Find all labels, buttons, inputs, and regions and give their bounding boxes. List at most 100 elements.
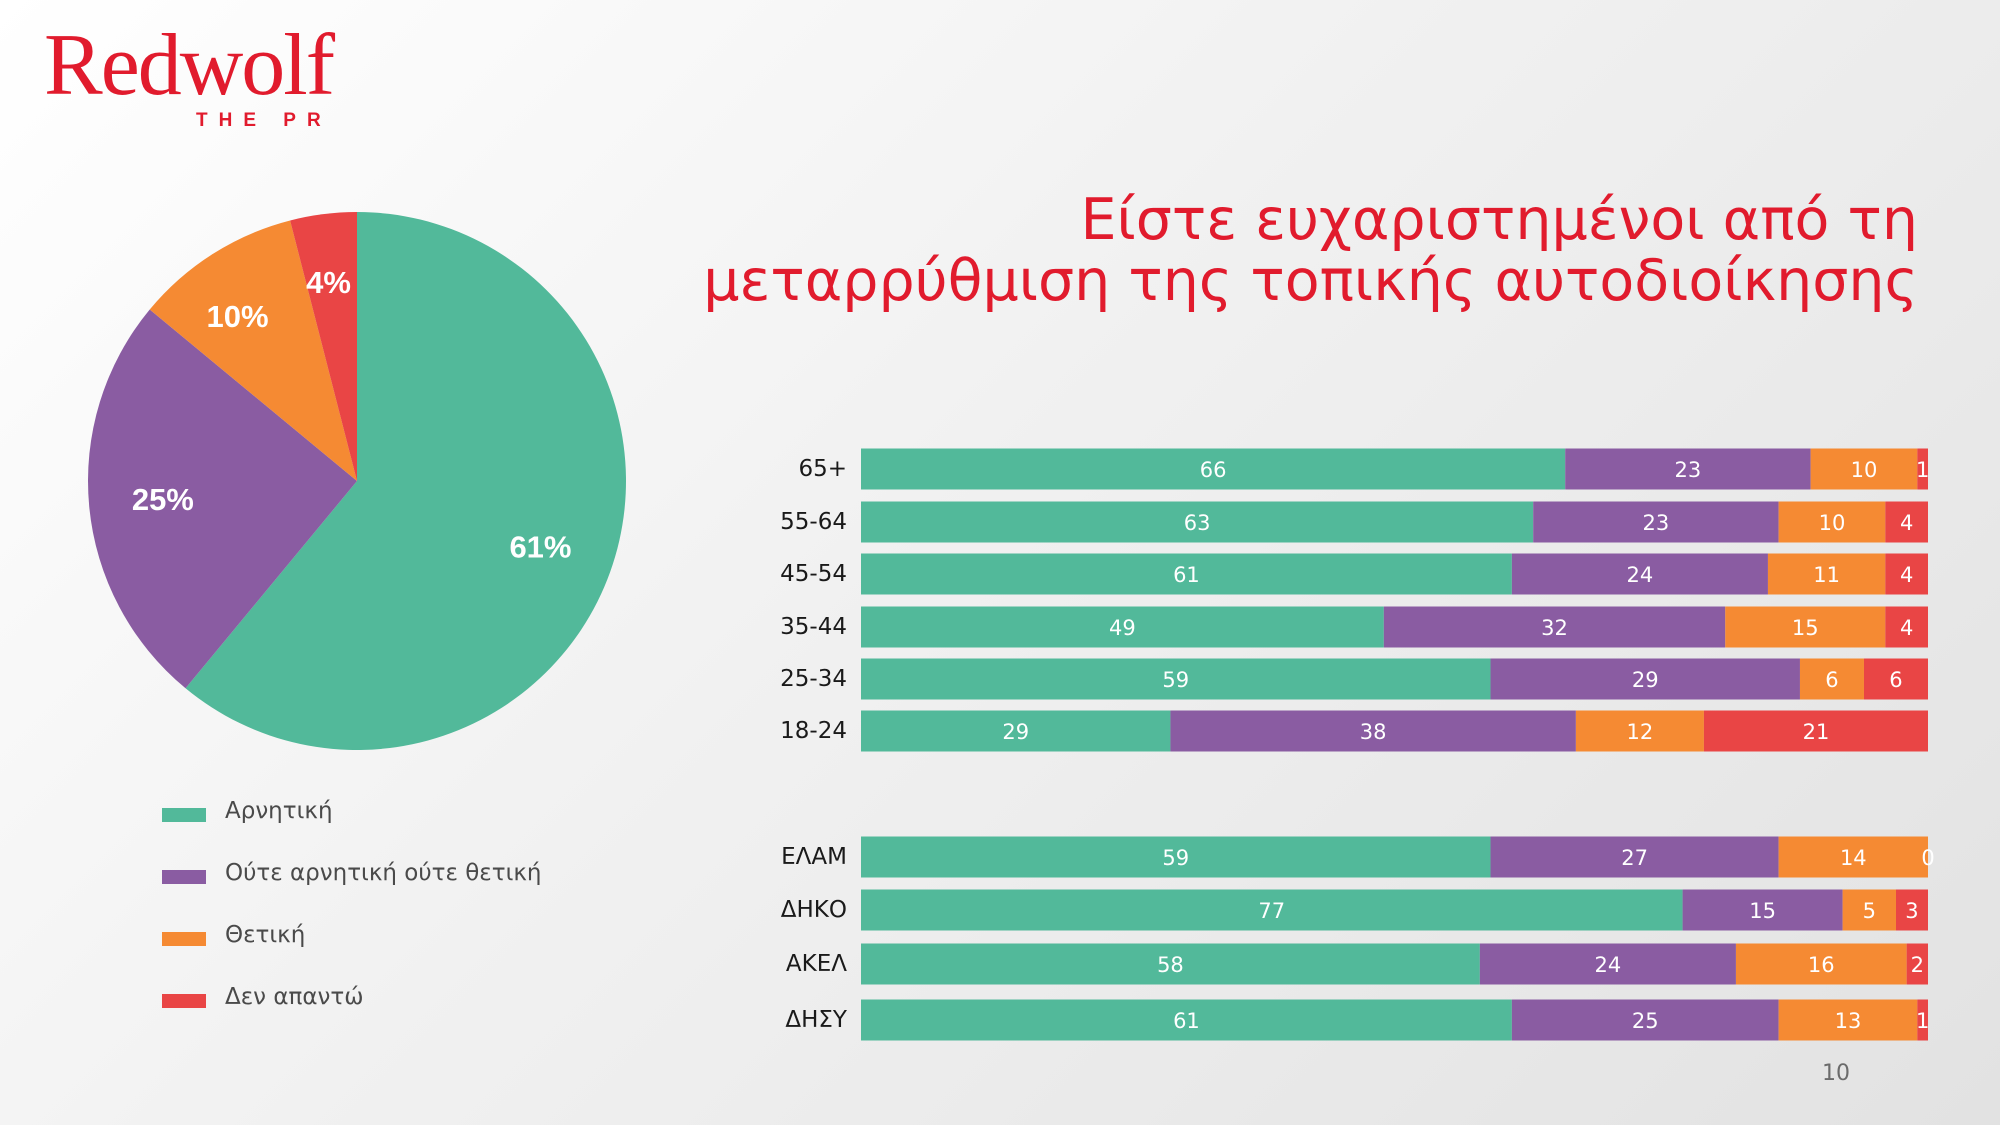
bar-value-label: 6: [1825, 668, 1838, 692]
bar-segment-no-answer: [1703, 710, 1928, 752]
bar-segment-positive: [1735, 943, 1907, 985]
party-label: ΔΗΚΟ: [781, 897, 847, 923]
bar-value-label: 61: [1173, 1009, 1200, 1033]
pie-slice-no-answer: [290, 212, 357, 481]
bar-segment-negative: [861, 710, 1171, 752]
bar-segment-no-answer: [1885, 553, 1928, 595]
legend-label: Θετική: [225, 922, 306, 948]
legend-label: Ούτε αρνητική ούτε θετική: [225, 860, 542, 886]
bar-segment-neutral: [1533, 501, 1779, 543]
bar-segment-negative: [861, 501, 1534, 543]
bar-value-label: 3: [1905, 899, 1918, 923]
bar-value-label: 5: [1863, 899, 1876, 923]
bar-value-label: 1: [1916, 1009, 1929, 1033]
bar-segment-no-answer: [1885, 501, 1928, 543]
bar-value-label: 32: [1541, 616, 1568, 640]
bar-value-label: 15: [1792, 616, 1819, 640]
pie-label-negative: 61%: [509, 530, 571, 565]
bar-value-label: 0: [1921, 846, 1934, 870]
bar-segment-negative: [861, 658, 1491, 700]
pie-label-no-answer: 4%: [306, 265, 351, 300]
bar-value-label: 6: [1889, 668, 1902, 692]
bar-segment-positive: [1575, 710, 1704, 752]
bar-value-label: 61: [1173, 563, 1200, 587]
logo: Redwolf THE PR: [44, 22, 344, 132]
bar-value-label: 14: [1840, 846, 1867, 870]
bar-segment-no-answer: [1917, 448, 1928, 490]
bar-value-label: 59: [1162, 668, 1189, 692]
legend-swatch-negative: [162, 808, 206, 822]
bar-value-label: 11: [1813, 563, 1840, 587]
bar-value-label: 59: [1162, 846, 1189, 870]
bar-segment-positive: [1778, 836, 1928, 878]
logo-tagline: THE PR: [196, 110, 332, 131]
bar-segment-positive: [1842, 889, 1896, 931]
bar-value-label: 27: [1621, 846, 1648, 870]
bar-value-label: 29: [1002, 720, 1029, 744]
legend-swatch-positive: [162, 932, 206, 946]
party-label: ΑΚΕΛ: [786, 951, 847, 977]
bar-value-label: 10: [1851, 458, 1878, 482]
bar-value-label: 21: [1803, 720, 1830, 744]
bar-segment-positive: [1725, 606, 1886, 648]
pie-chart: 61% 25% 10% 4%: [87, 212, 626, 750]
legend-swatch-neutral: [162, 870, 206, 884]
bar-segment-neutral: [1479, 943, 1736, 985]
bar-value-label: 23: [1643, 511, 1670, 535]
bar-value-label: 12: [1627, 720, 1654, 744]
pie-label-positive: 10%: [206, 299, 268, 334]
chart-title: Είστε ευχαριστημένοι από τη μεταρρύθμιση…: [618, 190, 1918, 312]
bar-value-label: 24: [1627, 563, 1654, 587]
age-group-label: 35-44: [780, 614, 847, 640]
bar-value-label: 4: [1900, 616, 1913, 640]
bar-segment-positive: [1767, 553, 1886, 595]
page-number: 10: [1822, 1061, 1850, 1086]
legend-label: Αρνητική: [225, 798, 333, 824]
bar-value-label: 63: [1184, 511, 1211, 535]
chart-title-line-1: Είστε ευχαριστημένοι από τη: [1080, 187, 1918, 253]
bar-value-label: 66: [1200, 458, 1227, 482]
bar-segment-neutral: [1511, 999, 1779, 1041]
bar-value-label: 38: [1360, 720, 1387, 744]
bar-segment-positive: [1810, 448, 1918, 490]
bar-segment-no-answer: [1906, 943, 1928, 985]
bar-segment-neutral: [1383, 606, 1726, 648]
party-label: ΔΗΣΥ: [785, 1007, 848, 1033]
bar-value-label: 1: [1916, 458, 1929, 482]
bar-segment-neutral: [1682, 889, 1843, 931]
bar-segment-negative: [861, 836, 1491, 878]
bar-segment-negative: [861, 448, 1566, 490]
bar-value-label: 25: [1632, 1009, 1659, 1033]
pie-label-neutral: 25%: [132, 482, 194, 517]
age-group-label: 55-64: [780, 509, 847, 535]
bar-segment-no-answer: [1895, 889, 1928, 931]
bar-value-label: 29: [1632, 668, 1659, 692]
bar-segment-negative: [861, 889, 1683, 931]
bar-segment-neutral: [1490, 658, 1800, 700]
bar-segment-neutral: [1565, 448, 1811, 490]
bar-segment-positive: [1778, 999, 1918, 1041]
bar-value-label: 2: [1911, 953, 1924, 977]
legend-swatch-no-answer: [162, 994, 206, 1008]
bar-segment-negative: [861, 606, 1384, 648]
bar-value-label: 10: [1819, 511, 1846, 535]
bar-segment-negative: [861, 943, 1480, 985]
bar-segment-no-answer: [1917, 999, 1928, 1041]
legend-label: Δεν απαντώ: [225, 984, 364, 1010]
bar-segment-neutral: [1511, 553, 1768, 595]
chart-title-line-2: μεταρρύθμιση της τοπικής αυτοδιοίκησης: [703, 248, 1918, 314]
bar-value-label: 77: [1258, 899, 1285, 923]
bar-segment-negative: [861, 553, 1512, 595]
bar-value-label: 58: [1157, 953, 1184, 977]
age-group-label: 65+: [798, 456, 847, 482]
bar-value-label: 4: [1900, 563, 1913, 587]
bar-segment-neutral: [1170, 710, 1576, 752]
bar-segment-no-answer: [1863, 658, 1928, 700]
party-label: ΕΛΑΜ: [781, 844, 847, 870]
bar-value-label: 13: [1835, 1009, 1862, 1033]
bar-segment-negative: [861, 999, 1512, 1041]
age-group-label: 25-34: [780, 666, 847, 692]
bar-value-label: 15: [1749, 899, 1776, 923]
pie-slice-negative: [185, 212, 626, 750]
